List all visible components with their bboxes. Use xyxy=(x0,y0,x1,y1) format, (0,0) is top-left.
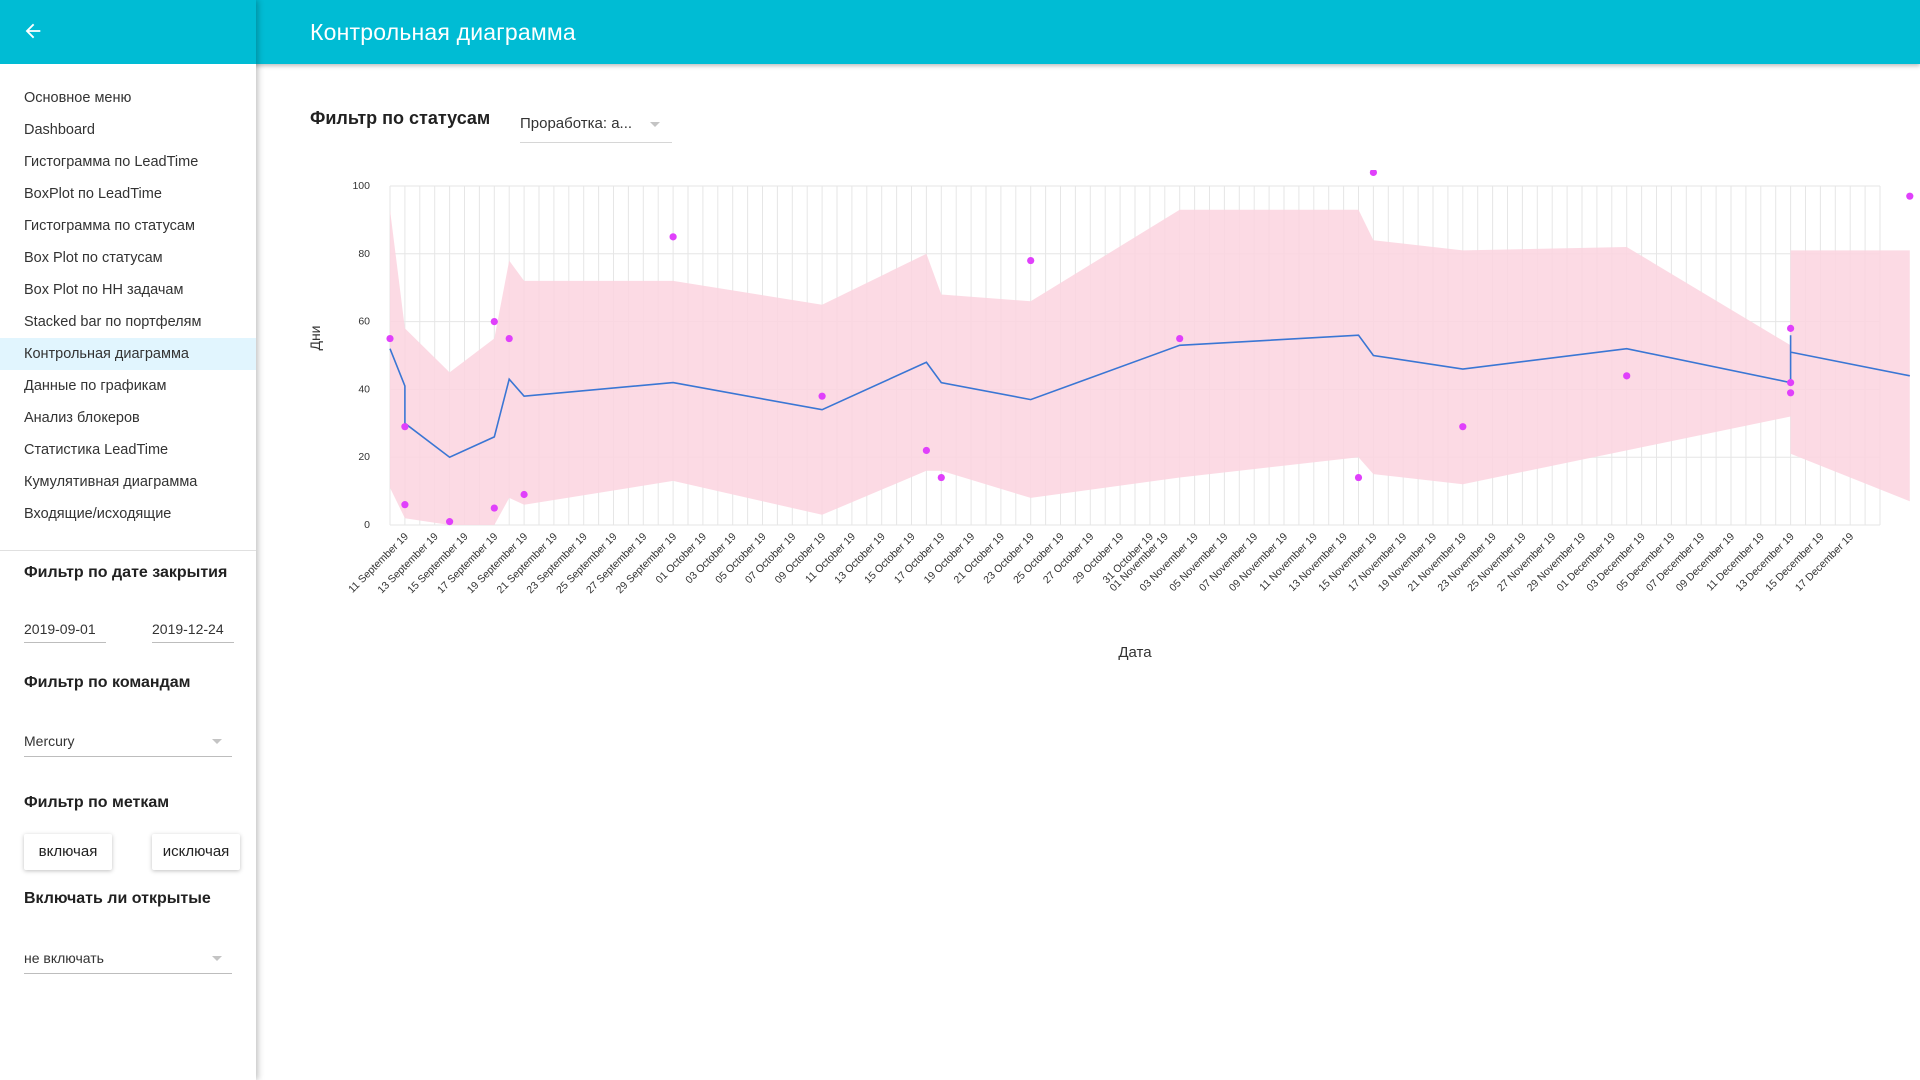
y-tick-label: 0 xyxy=(364,519,370,531)
sidebar-item-cumulative[interactable]: Кумулятивная диаграмма xyxy=(24,474,198,490)
open-select[interactable]: не включать xyxy=(24,943,232,974)
date-from-field[interactable]: 2019-09-01 xyxy=(24,616,106,643)
sidebar-item-leadtime-stats[interactable]: Статистика LeadTime xyxy=(24,442,169,458)
team-select[interactable]: Mercury xyxy=(24,726,232,757)
data-point xyxy=(1787,379,1795,387)
sidebar-item-status-histogram[interactable]: Гистограмма по статусам xyxy=(24,218,195,234)
sidebar-item-leadtime-boxplot[interactable]: BoxPlot по LeadTime xyxy=(24,186,162,202)
y-axis-ticks: 0 20 40 60 80 100 xyxy=(352,180,370,531)
exclude-button[interactable]: исключая xyxy=(152,834,240,870)
open-select-value: не включать xyxy=(24,950,104,966)
sidebar: Основное меню Dashboard Гистограмма по L… xyxy=(0,0,256,1080)
y-tick-label: 20 xyxy=(358,451,370,463)
status-filter-title: Фильтр по статусам xyxy=(310,108,491,128)
sidebar-item-status-boxplot[interactable]: Box Plot по статусам xyxy=(24,250,163,266)
data-point xyxy=(1787,324,1795,332)
data-point xyxy=(490,318,498,326)
sidebar-divider xyxy=(0,550,256,551)
data-point xyxy=(386,334,394,343)
sidebar-item-dashboard[interactable]: Dashboard xyxy=(24,122,95,138)
sidebar-item-blockers[interactable]: Анализ блокеров xyxy=(24,410,140,426)
y-axis-label: Дни xyxy=(307,325,323,350)
include-button[interactable]: включая xyxy=(24,834,112,870)
sidebar-item-nn-boxplot[interactable]: Box Plot по НН задачам xyxy=(24,282,184,298)
sidebar-item-main-menu[interactable]: Основное меню xyxy=(24,90,132,106)
data-point xyxy=(520,490,528,499)
data-point xyxy=(669,233,677,241)
status-select[interactable]: Проработка: а... xyxy=(520,106,672,143)
chevron-down-icon xyxy=(650,122,660,127)
data-point xyxy=(446,518,454,526)
app-bar: Контрольная диаграмма xyxy=(0,0,1920,64)
y-tick-label: 100 xyxy=(352,180,370,192)
team-filter-title: Фильтр по командам xyxy=(24,674,191,691)
data-point xyxy=(401,423,409,431)
sidebar-item-stacked-bar[interactable]: Stacked bar по портфелям xyxy=(24,314,202,330)
data-point xyxy=(1623,372,1631,380)
data-point xyxy=(1787,389,1795,397)
data-point xyxy=(1906,192,1914,200)
data-point xyxy=(490,504,498,512)
data-point xyxy=(1354,473,1363,482)
data-point xyxy=(1027,256,1035,265)
data-point xyxy=(818,392,826,400)
team-select-value: Mercury xyxy=(24,733,75,749)
data-point xyxy=(922,446,931,455)
label-filter-title: Фильтр по меткам xyxy=(24,794,170,811)
sidebar-item-chart-data[interactable]: Данные по графикам xyxy=(24,378,167,394)
data-point xyxy=(401,501,409,509)
sidebar-header xyxy=(0,0,256,64)
y-tick-label: 40 xyxy=(358,383,370,395)
data-point xyxy=(1176,334,1184,343)
sidebar-item-in-out[interactable]: Входящие/исходящие xyxy=(24,506,172,522)
data-point xyxy=(505,334,513,343)
data-point xyxy=(937,473,945,482)
data-point xyxy=(1459,423,1467,431)
page-title: Контрольная диаграмма xyxy=(310,19,576,45)
rolling-average-line xyxy=(389,334,1910,459)
sidebar-menu: Основное меню Dashboard Гистограмма по L… xyxy=(0,64,256,530)
arrow-left-icon[interactable] xyxy=(22,20,44,42)
sidebar-item-control-chart[interactable]: Контрольная диаграмма xyxy=(0,338,256,370)
data-point xyxy=(1369,170,1377,177)
date-filter-title: Фильтр по дате закрытия xyxy=(24,564,228,581)
std-band xyxy=(390,209,1910,525)
y-tick-label: 60 xyxy=(358,316,370,328)
y-tick-label: 80 xyxy=(358,248,370,260)
x-axis-label: Дата xyxy=(1118,644,1152,661)
open-filter-title: Включать ли открытые xyxy=(24,890,211,907)
data-points xyxy=(386,170,1914,526)
chevron-down-icon xyxy=(212,956,222,961)
date-to-field[interactable]: 2019-12-24 xyxy=(152,616,234,643)
sidebar-item-leadtime-histogram[interactable]: Гистограмма по LeadTime xyxy=(24,154,199,170)
status-select-value: Проработка: а... xyxy=(520,115,633,132)
chevron-down-icon xyxy=(212,739,222,744)
